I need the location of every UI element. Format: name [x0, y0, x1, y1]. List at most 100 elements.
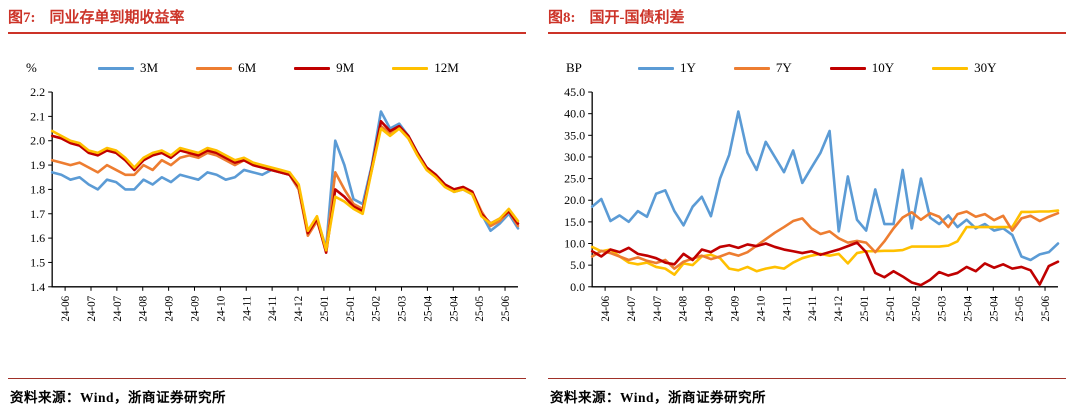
x-tick-label: 25-06	[500, 295, 512, 321]
y-tick-label: 45.0	[564, 85, 585, 99]
legend-item-10Y: 10Y	[829, 60, 895, 76]
y-tick-label: 2.0	[30, 134, 45, 148]
legend-swatch	[294, 66, 331, 70]
series-line-9M	[50, 119, 520, 254]
legend-swatch	[196, 66, 233, 70]
legend-swatch	[638, 66, 674, 70]
figure-title-row: 图7: 同业存单到期收益率	[8, 6, 526, 27]
legend-label: 7Y	[775, 60, 792, 75]
y-tick-label: 1.9	[30, 158, 45, 172]
x-tick-label: 24-10	[755, 295, 767, 321]
x-tick-label: 24-09	[190, 295, 202, 321]
chart-legend: 3M 6M 9M 12M	[98, 60, 459, 76]
legend-swatch	[829, 66, 866, 70]
legend-label: 1Y	[680, 60, 696, 75]
y-tick-label: 1.6	[30, 231, 45, 245]
y-tick-label: 2.1	[30, 109, 45, 123]
x-tick-label: 25-04	[448, 295, 460, 321]
legend-item-1Y: 1Y	[638, 60, 696, 76]
x-tick-label: 24-11	[781, 296, 793, 321]
legend-label: 12M	[434, 60, 459, 75]
legend-item-12M: 12M	[392, 60, 459, 76]
source-note: 资料来源：Wind，浙商证券研究所	[550, 390, 767, 405]
source-divider	[8, 378, 526, 379]
legend-swatch	[98, 66, 134, 70]
x-tick-label: 24-09	[164, 295, 176, 321]
x-tick-label: 24-07	[86, 295, 98, 321]
x-tick-label: 25-03	[397, 295, 409, 321]
line-chart-cdb-treasury-spread: 45.0 40.0 35.0 30.0 25.0 20.0 15.0 10.0 5.0 0.0 24…	[548, 82, 1066, 341]
chart-canvas: 2.2 2.1 2.0 1.9 1.8 1.7 1.6 1.5 1.4 24-06 24-07 24-…	[30, 85, 520, 322]
y-tick-label: 20.0	[564, 193, 585, 207]
series-line-1Y	[590, 110, 1060, 262]
figure-panel-8: 图8: 国开-国债利差 BP 1Y 7Y 10Y 30Y 45.0 40.0 35.0 30…	[540, 0, 1080, 410]
x-tick-label: 25-02	[911, 296, 923, 322]
x-tick-label: 24-11	[807, 296, 819, 321]
x-tick-label: 24-07	[626, 295, 638, 321]
figure-number: 图8:	[548, 10, 576, 26]
x-tick-label: 25-06	[1040, 295, 1052, 321]
x-tick-label: 24-10	[215, 295, 227, 321]
legend-label: 9M	[336, 60, 355, 75]
figure-title: 同业存单到期收益率	[49, 10, 185, 26]
spacer	[8, 341, 526, 378]
legend-row: % 3M 6M 9M 12M	[8, 58, 526, 78]
title-underline	[8, 32, 526, 34]
legend-label: 6M	[238, 60, 257, 75]
x-tick-label: 24-07	[652, 295, 664, 321]
legend-item-3M: 3M	[98, 60, 158, 76]
y-tick-label: 2.2	[30, 85, 45, 99]
x-tick-label: 25-01	[345, 296, 357, 322]
x-tick-label: 25-04	[422, 295, 434, 321]
source-divider	[548, 378, 1066, 379]
x-tick-label: 25-01	[319, 296, 331, 322]
x-tick-label: 25-04	[962, 295, 974, 321]
x-tick-label: 25-01	[859, 296, 871, 322]
x-tick-label: 25-05	[1014, 295, 1026, 321]
y-tick-label: 35.0	[564, 128, 585, 142]
y-tick-label: 1.8	[30, 182, 45, 196]
legend-label: 30Y	[974, 60, 997, 75]
axes	[51, 92, 518, 288]
chart-canvas: 45.0 40.0 35.0 30.0 25.0 20.0 15.0 10.0 5.0 0.0 24…	[564, 85, 1060, 322]
y-tick-label: 25.0	[564, 172, 585, 186]
y-tick-label: 1.4	[30, 280, 45, 294]
x-tick-label: 24-12	[833, 296, 845, 322]
x-tick-label: 25-01	[885, 296, 897, 322]
series-line-12M	[50, 127, 520, 252]
x-tick-label: 24-09	[730, 295, 742, 321]
legend-label: 3M	[140, 60, 159, 75]
x-tick-label: 24-08	[678, 295, 690, 321]
figure-title-row: 图8: 国开-国债利差	[548, 6, 1066, 27]
legend-item-7Y: 7Y	[733, 60, 792, 76]
legend-swatch	[932, 66, 969, 70]
x-tick-label: 25-02	[371, 296, 383, 322]
x-tick-label: 24-07	[112, 295, 124, 321]
spacer	[548, 341, 1066, 378]
title-underline	[548, 32, 1066, 34]
x-tick-label: 24-06	[600, 295, 612, 321]
y-tick-label: 1.7	[30, 207, 45, 221]
series-line-3M	[50, 110, 520, 250]
series-line-10Y	[590, 241, 1060, 287]
x-tick-label: 24-12	[293, 296, 305, 322]
legend-item-9M: 9M	[294, 60, 354, 76]
y-tick-label: 0.0	[570, 280, 585, 294]
figure-title: 国开-国债利差	[589, 10, 685, 26]
x-tick-label: 24-09	[704, 295, 716, 321]
y-tick-label: 30.0	[564, 150, 585, 164]
x-tick-label: 25-04	[988, 295, 1000, 321]
y-tick-label: 5.0	[570, 258, 585, 272]
figure-panel-7: 图7: 同业存单到期收益率 % 3M 6M 9M 12M 2.2 2.1 2.0 1.9 1.…	[8, 6, 526, 405]
legend-label: 10Y	[871, 60, 895, 75]
source-note: 资料来源：Wind，浙商证券研究所	[10, 390, 227, 405]
x-tick-label: 24-08	[138, 295, 150, 321]
y-tick-label: 1.5	[30, 255, 45, 269]
legend-item-30Y: 30Y	[932, 60, 997, 76]
y-tick-label: 40.0	[564, 107, 585, 121]
y-axis-unit-label: BP	[566, 60, 582, 75]
legend-swatch	[733, 66, 770, 70]
axes	[591, 92, 1058, 288]
figure-number: 图7:	[8, 10, 36, 26]
